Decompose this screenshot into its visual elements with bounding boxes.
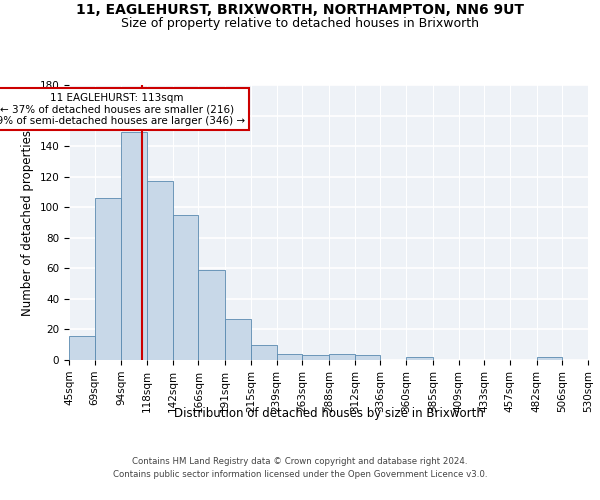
Bar [536, 357, 562, 360]
Text: 11 EAGLEHURST: 113sqm
← 37% of detached houses are smaller (216)
59% of semi-det: 11 EAGLEHURST: 113sqm ← 37% of detached … [0, 92, 245, 126]
Bar [147, 181, 173, 360]
Bar [121, 132, 147, 360]
Bar [95, 198, 121, 360]
Bar [199, 270, 225, 360]
Text: Distribution of detached houses by size in Brixworth: Distribution of detached houses by size … [174, 408, 484, 420]
Bar [329, 354, 355, 360]
Bar [225, 319, 251, 360]
Bar [277, 354, 302, 360]
Bar [251, 344, 277, 360]
Bar [173, 215, 199, 360]
Bar [355, 356, 380, 360]
Bar [302, 356, 329, 360]
Bar [406, 357, 433, 360]
Bar [69, 336, 95, 360]
Text: 11, EAGLEHURST, BRIXWORTH, NORTHAMPTON, NN6 9UT: 11, EAGLEHURST, BRIXWORTH, NORTHAMPTON, … [76, 2, 524, 16]
Y-axis label: Number of detached properties: Number of detached properties [21, 130, 34, 316]
Text: Size of property relative to detached houses in Brixworth: Size of property relative to detached ho… [121, 18, 479, 30]
Text: Contains HM Land Registry data © Crown copyright and database right 2024.
Contai: Contains HM Land Registry data © Crown c… [113, 458, 487, 479]
